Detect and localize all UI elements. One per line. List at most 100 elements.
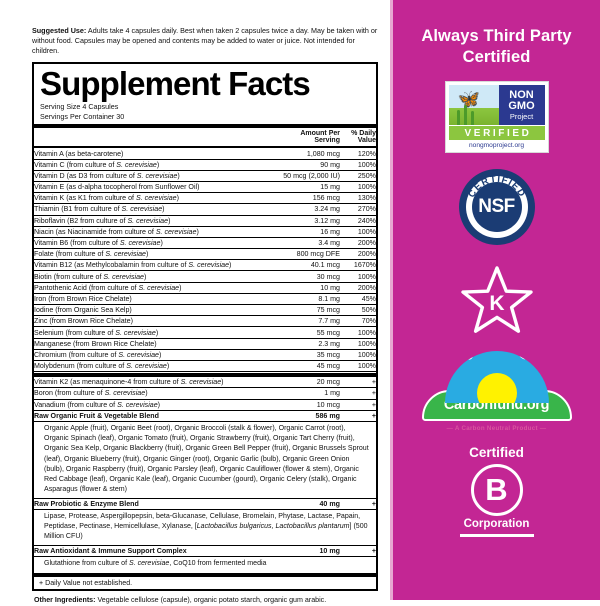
nutrient-amount: 10 mg — [303, 546, 340, 558]
blend-header-table: Raw Probiotic & Enzyme Blend 40 mg + — [34, 498, 376, 511]
nutrient-daily-value: 100% — [340, 360, 376, 373]
nutrient-daily-value: + — [340, 399, 376, 411]
nutrient-name: Folate (from culture of S. cerevisiae) — [34, 248, 272, 261]
divider-before-starred — [34, 373, 376, 378]
nutrient-name: Raw Antioxidant & Immune Support Complex — [34, 546, 304, 558]
other-ingredients-body: Vegetable cellulose (capsule), organic p… — [95, 596, 327, 605]
b-corporation-badge: Certified B Corporation — [459, 445, 534, 537]
nsf-gluten-free-badge: CERTIFIED GLUTEN-FREE NSF — [458, 169, 535, 246]
table-row: Iron (from Brown Rice Chelate) 8.1 mg 45% — [34, 293, 376, 306]
nsf-center-disc: NSF — [471, 182, 522, 233]
non-gmo-url: nongmoproject.org — [469, 141, 524, 149]
nutrient-name: Niacin (as Niacinamide from culture of S… — [34, 226, 272, 238]
certifications-heading: Always Third Party Certified — [421, 26, 571, 67]
certifications-panel: Always Third Party Certified 🦋 NON GMO P… — [390, 0, 600, 600]
nutrient-daily-value: + — [340, 546, 376, 558]
nutrient-daily-value: 200% — [340, 237, 376, 250]
nutrient-amount: 2.3 mg — [271, 338, 340, 350]
serving-size: Serving Size 4 Capsules — [40, 102, 119, 112]
nutrient-amount: 1,080 mcg — [271, 148, 340, 160]
nutrient-amount: 90 mg — [271, 159, 340, 171]
nutrient-name: Zinc (from Brown Rice Chelate) — [34, 315, 272, 328]
nutrient-amount: 3.4 mg — [271, 237, 340, 250]
nutrient-name: Vitamin B6 (from culture of S. cerevisia… — [34, 237, 272, 250]
table-row: Zinc (from Brown Rice Chelate) 7.7 mg 70% — [34, 315, 376, 328]
nutrient-daily-value: 70% — [340, 315, 376, 328]
table-row: Vitamin B6 (from culture of S. cerevisia… — [34, 237, 376, 250]
nutrient-name: Vitamin D (as D3 from culture of S. cere… — [34, 170, 272, 182]
other-ingredients: Other Ingredients: Vegetable cellulose (… — [32, 591, 378, 606]
nutrient-daily-value: 120% — [340, 148, 376, 160]
grass-blade-icon — [456, 110, 460, 126]
b-corp-underline — [459, 534, 534, 537]
suggested-use-label: Suggested Use: — [32, 26, 87, 35]
nutrient-daily-value: 45% — [340, 293, 376, 306]
nutrient-amount: 45 mcg — [271, 360, 340, 373]
nutrient-amount: 586 mg — [289, 410, 340, 422]
non-gmo-text-block: NON GMO Project — [498, 85, 545, 126]
nutrient-daily-value: 200% — [340, 282, 376, 294]
table-row: Pantothenic Acid (from culture of S. cer… — [34, 282, 376, 294]
nutrient-amount: 156 mcg — [271, 192, 340, 205]
nutrient-amount: 3.24 mg — [271, 203, 340, 216]
table-row: Vitamin A (as beta-carotene) 1,080 mcg 120… — [34, 148, 376, 160]
table-row: Boron (from culture of S. cerevisiae) 1 m… — [34, 387, 376, 400]
nutrient-name: Vitamin C (from culture of S. cerevisiae… — [34, 159, 272, 171]
nutrient-amount: 20 mcg — [306, 377, 340, 389]
carbonfund-arc-text: CERTIFIED — [462, 356, 531, 364]
blends-container: Raw Organic Fruit & Vegetable Blend 586 m… — [34, 410, 376, 572]
nutrient-rows-body: Vitamin A (as beta-carotene) 1,080 mcg 120… — [34, 148, 376, 373]
nutrient-daily-value: + — [340, 410, 376, 422]
nutrient-name: Molybdenum (from culture of S. cerevisia… — [34, 360, 272, 373]
nutrient-daily-value: 100% — [340, 338, 376, 350]
supplement-facts-column: Suggested Use: Adults take 4 capsules da… — [32, 26, 378, 605]
non-gmo-project-badge: 🦋 NON GMO Project VERIFIED nongmoproject… — [444, 81, 549, 154]
nutrient-daily-value: + — [340, 498, 376, 511]
certifications-heading-line1: Always Third Party — [421, 27, 572, 45]
header-dv-line2: Value — [357, 137, 376, 145]
b-corp-circle-icon: B — [470, 464, 523, 517]
nutrient-name: Vitamin E (as d-alpha tocopherol from Su… — [34, 181, 272, 194]
table-row: Chromium (from culture of S. cerevisiae)… — [34, 349, 376, 361]
carbonfund-badge: CERTIFIED Carbonfund.org — A Carbon Neut… — [421, 351, 572, 432]
b-corp-top-text: Certified — [469, 445, 524, 461]
nutrient-amount: 3.12 mg — [271, 215, 340, 227]
nutrient-name: Selenium (from culture of S. cerevisiae) — [34, 326, 272, 339]
nutrient-name: Vitamin A (as beta-carotene) — [34, 148, 272, 160]
divider-below-header — [34, 146, 376, 149]
nutrient-name: Thiamin (B1 from culture of S. cerevisia… — [34, 203, 272, 216]
nutrient-name: Vitamin K (as K1 from culture of S. cere… — [34, 192, 272, 205]
grass-blade-icon — [463, 105, 467, 126]
nutrient-daily-value: 1670% — [340, 259, 376, 272]
nutrient-name: Iodine (from Organic Sea Kelp) — [34, 304, 272, 317]
nutrient-amount: 55 mcg — [271, 326, 340, 339]
table-row: Riboflavin (B2 from culture of S. cerevi… — [34, 215, 376, 227]
b-corp-letter: B — [485, 471, 508, 507]
table-row: Raw Organic Fruit & Vegetable Blend 586 m… — [34, 410, 376, 422]
nutrient-daily-value: 200% — [340, 248, 376, 261]
table-row: Molybdenum (from culture of S. cerevisia… — [34, 360, 376, 373]
nutrient-name: Vitamin B12 (as Methylcobalamin from cul… — [34, 259, 272, 272]
blend-ingredients-text: Organic Apple (fruit), Organic Beet (roo… — [34, 422, 376, 499]
nutrient-name: Chromium (from culture of S. cerevisiae) — [34, 349, 272, 361]
nsf-center-text: NSF — [478, 196, 515, 218]
non-gmo-line1: NON — [509, 88, 534, 101]
nutrient-daily-value: + — [340, 387, 376, 400]
nutrient-daily-value: 240% — [340, 215, 376, 227]
table-header-row: Amount Per Serving % Daily Value — [34, 128, 376, 146]
header-amount-line2: Serving — [314, 137, 340, 145]
star-k-icon: K — [460, 266, 533, 334]
nutrient-daily-value: 50% — [340, 304, 376, 317]
nutrient-amount: 50 mcg (2,000 IU) — [271, 170, 340, 182]
nutrient-amount: 1 mg — [306, 387, 340, 400]
table-row: Vitamin K2 (as menaquinone-4 from cultur… — [34, 377, 376, 389]
table-row: Niacin (as Niacinamide from culture of S… — [34, 226, 376, 238]
nutrient-daily-value: 270% — [340, 203, 376, 216]
table-row: Manganese (from Brown Rice Chelate) 2.3 m… — [34, 338, 376, 350]
supplement-facts-title: Supplement Facts — [40, 64, 311, 102]
svg-text:CERTIFIED: CERTIFIED — [462, 356, 531, 364]
nutrient-daily-value: + — [340, 377, 376, 389]
serving-info: Serving Size 4 Capsules Servings Per Con… — [34, 102, 376, 123]
nutrient-name: Vanadium (from culture of S. cerevisiae) — [34, 399, 307, 411]
nutrient-amount: 35 mcg — [271, 349, 340, 361]
